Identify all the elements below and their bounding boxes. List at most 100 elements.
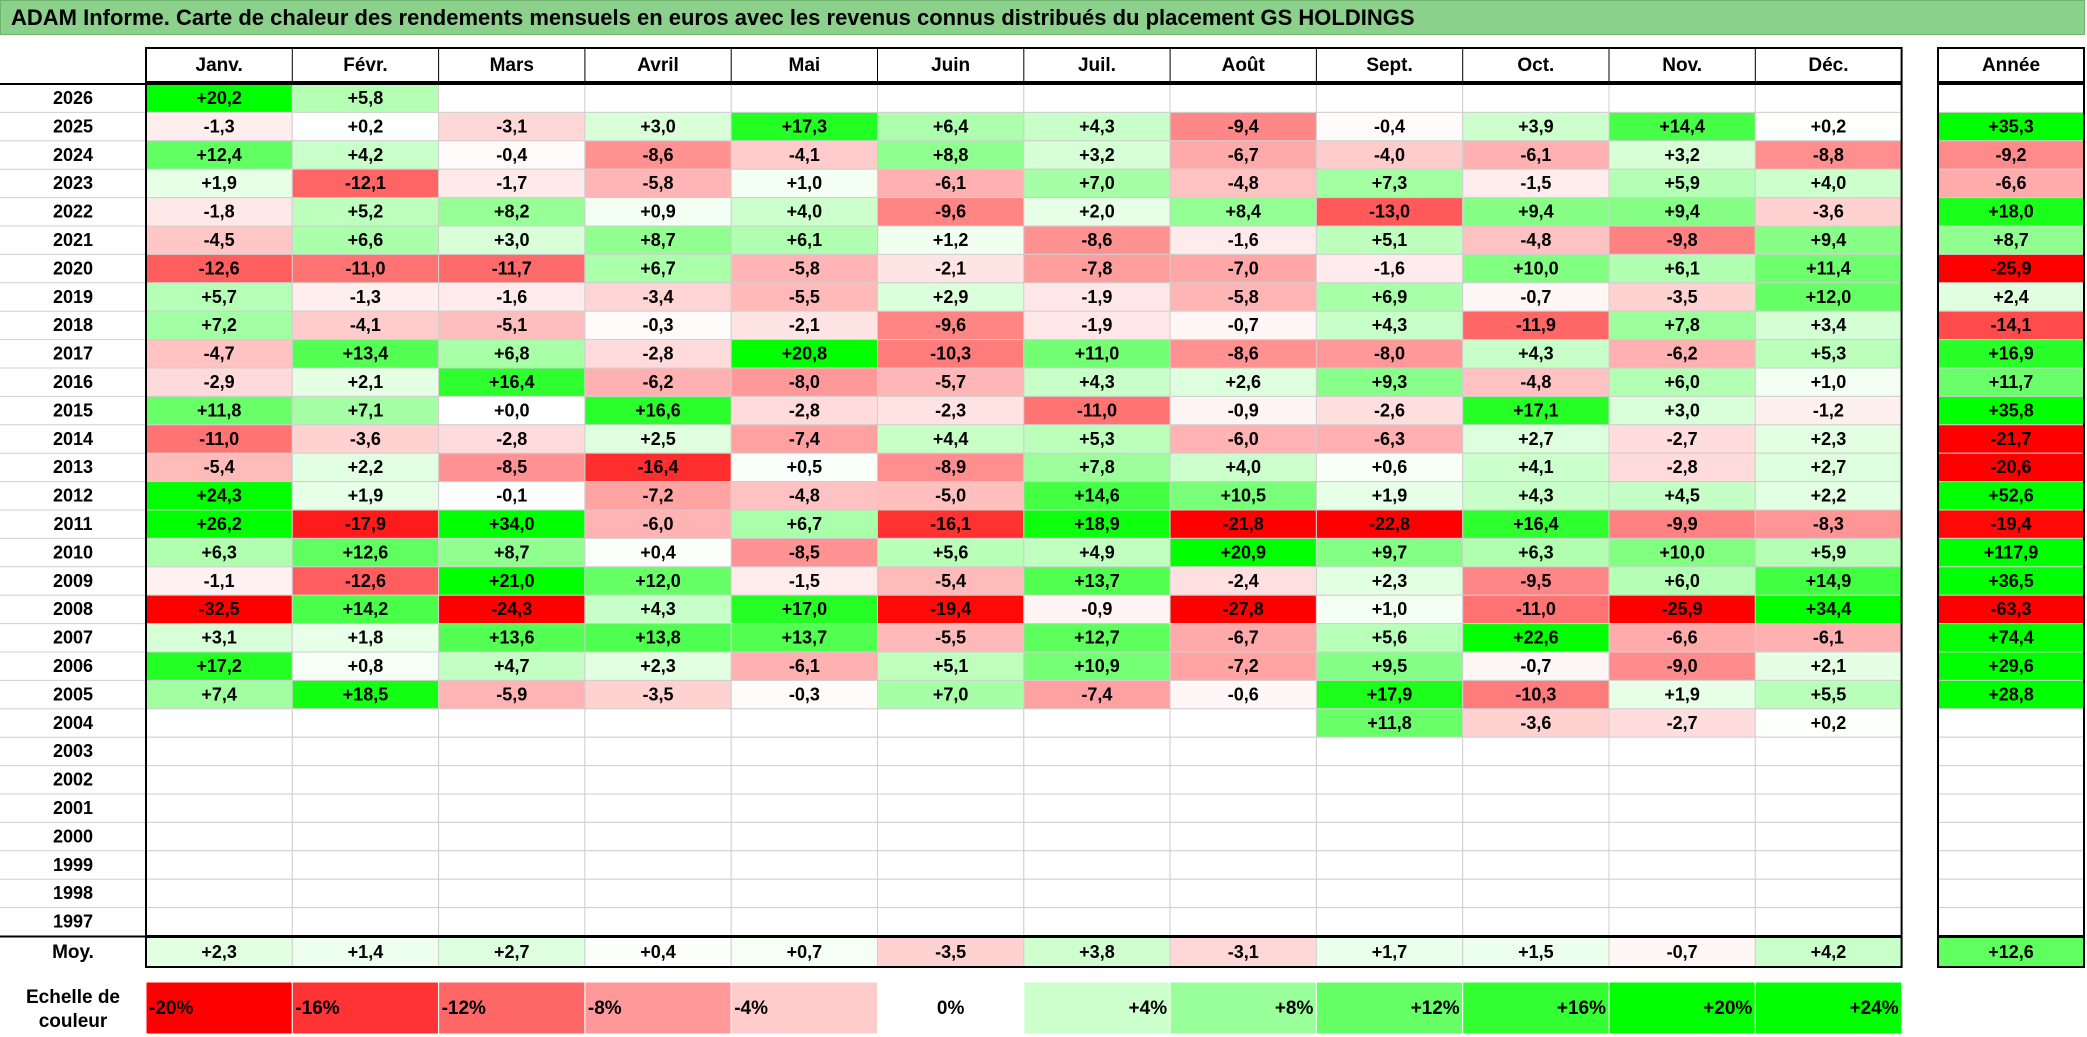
annual-value: +52,6 — [1988, 486, 2034, 506]
heat-cell — [1462, 736, 1610, 767]
cell-value: -1,3 — [204, 116, 235, 136]
average-value: +2,7 — [494, 942, 530, 962]
month-label: Janv. — [196, 55, 243, 76]
heat-cell — [1315, 793, 1464, 823]
heat-cell — [1315, 679, 1464, 710]
heat-cell — [584, 907, 732, 937]
average-label: Moy. — [52, 942, 94, 963]
scale-swatch — [1754, 981, 1903, 1035]
heat-cell — [1315, 282, 1464, 312]
heat-cell — [1023, 424, 1171, 454]
heat-cell — [1462, 481, 1610, 511]
heat-cell — [730, 566, 879, 596]
cell-value: +5,5 — [1811, 684, 1847, 704]
cell-value: +8,4 — [1225, 202, 1261, 222]
cell-value: +3,0 — [494, 230, 530, 250]
cell-value: -12,6 — [345, 571, 386, 591]
cell-value: +11,4 — [1806, 258, 1851, 278]
heat-cell — [1169, 623, 1317, 653]
heat-cell — [1462, 168, 1610, 199]
heat-cell — [1608, 395, 1756, 426]
heat-cell — [145, 679, 293, 710]
heat-cell — [730, 282, 879, 312]
heat-cell — [1315, 339, 1464, 369]
average-value: +1,5 — [1518, 942, 1554, 962]
heat-cell — [730, 708, 879, 738]
cell-value: +1,0 — [1372, 599, 1408, 619]
cell-value: +10,0 — [1513, 258, 1559, 278]
cell-value: +4,3 — [640, 599, 676, 619]
month-label: Nov. — [1662, 55, 1702, 76]
cell-value: -19,4 — [930, 599, 971, 619]
year-label: 2016 — [53, 372, 93, 392]
heat-cell — [1462, 339, 1610, 369]
heat-cell — [730, 310, 879, 341]
cell-value: +4,9 — [1079, 542, 1115, 562]
average-cell — [1462, 936, 1610, 968]
cell-value: +8,8 — [933, 145, 969, 165]
cell-value: -0,7 — [1228, 315, 1259, 335]
cell-value: -0,3 — [643, 315, 674, 335]
heat-cell — [1315, 736, 1464, 767]
cell-value: +11,0 — [1075, 344, 1120, 364]
cell-value: +13,4 — [343, 344, 389, 364]
heat-cell — [1608, 594, 1756, 625]
cell-value: -3,1 — [496, 116, 527, 136]
annual-cell — [1937, 168, 2085, 199]
cell-value: +6,0 — [1664, 571, 1700, 591]
cell-value: -9,9 — [1667, 514, 1698, 534]
heat-cell — [877, 367, 1025, 397]
cell-value: -3,6 — [350, 429, 381, 449]
heat-cell — [1315, 765, 1464, 795]
heat-cell — [1023, 736, 1171, 767]
heat-cell — [584, 339, 732, 369]
heat-cell — [1023, 367, 1171, 397]
heat-cell — [877, 651, 1025, 681]
year-label: 2002 — [53, 770, 93, 790]
scale-swatch — [1608, 981, 1756, 1035]
cell-value: +10,0 — [1659, 542, 1705, 562]
heat-cell — [1315, 850, 1464, 880]
month-label: Mai — [789, 55, 821, 76]
heat-cell — [1169, 821, 1317, 852]
cell-value: -6,1 — [1813, 628, 1844, 648]
heat-cell — [1462, 509, 1610, 539]
heat-cell — [438, 452, 586, 483]
heat-cell — [1023, 850, 1171, 880]
heat-cell — [1023, 168, 1171, 199]
heat-cell — [1462, 253, 1610, 284]
heat-cell — [1169, 225, 1317, 255]
heat-cell — [584, 566, 732, 596]
heat-cell — [1608, 509, 1756, 539]
cell-value: -6,6 — [1667, 628, 1698, 648]
heat-cell — [1315, 623, 1464, 653]
annual-value: +117,9 — [1984, 542, 2039, 562]
heat-cell — [1169, 736, 1317, 767]
heat-cell — [1754, 850, 1903, 880]
heat-cell — [1023, 793, 1171, 823]
heat-cell — [1169, 679, 1317, 710]
heat-cell — [291, 225, 440, 255]
average-value: -3,5 — [935, 942, 966, 962]
heat-cell — [1023, 821, 1171, 852]
heat-cell — [1169, 566, 1317, 596]
heat-cell — [438, 878, 586, 909]
cell-value: +5,3 — [1811, 344, 1847, 364]
heat-cell — [730, 140, 879, 170]
heat-cell — [1754, 395, 1903, 426]
cell-value: -2,1 — [789, 315, 820, 335]
cell-value: -2,8 — [496, 429, 527, 449]
year-label: 2014 — [53, 429, 93, 449]
cell-value: +20,8 — [782, 344, 828, 364]
cell-value: -2,8 — [643, 344, 674, 364]
annual-cell — [1937, 509, 2085, 539]
heat-cell — [1315, 566, 1464, 596]
cell-value: +9,7 — [1372, 542, 1408, 562]
heat-cell — [877, 310, 1025, 341]
cell-value: +6,9 — [1372, 287, 1408, 307]
annual-cell — [1937, 452, 2085, 483]
cell-value: +4,3 — [1079, 372, 1115, 392]
heat-cell — [291, 736, 440, 767]
heat-cell — [877, 708, 1025, 738]
heat-cell — [1169, 452, 1317, 483]
